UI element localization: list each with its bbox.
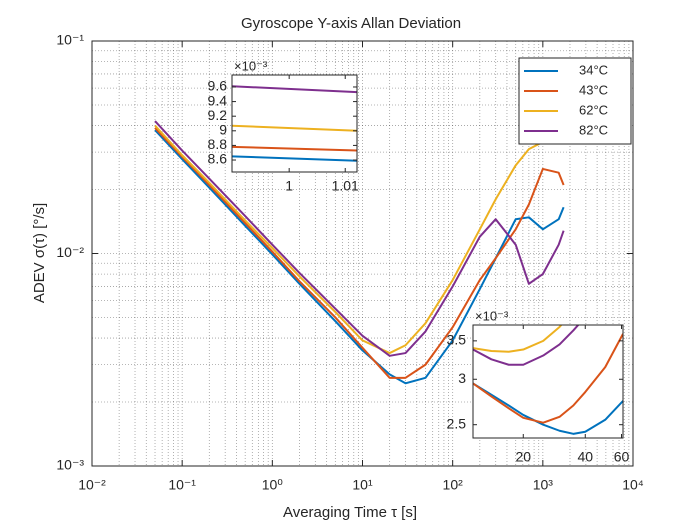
y-tick-label: 3 — [458, 370, 466, 386]
y-tick-label: 3.5 — [447, 332, 467, 348]
series-line — [473, 382, 623, 435]
axis-exponent: ×10⁻³ — [234, 58, 268, 73]
series-line — [473, 333, 623, 424]
x-tick-label: 10⁻¹ — [168, 477, 196, 493]
legend-label: 43°C — [579, 82, 608, 97]
chart-title: Gyroscope Y-axis Allan Deviation — [241, 15, 461, 32]
series-line — [232, 124, 357, 132]
x-tick-label: 10² — [443, 477, 464, 493]
series-line — [154, 120, 565, 357]
axes-box — [231, 74, 358, 173]
legend-label: 62°C — [579, 102, 608, 117]
x-tick-label: 10⁻² — [78, 477, 106, 493]
series-line — [154, 127, 565, 379]
x-tick-label: 40 — [577, 449, 593, 465]
x-tick-label: 60 — [614, 449, 630, 465]
series-line — [154, 124, 544, 355]
series-line — [232, 145, 357, 152]
y-tick-label: 9.4 — [208, 92, 228, 108]
series-line — [473, 325, 580, 366]
legend-label: 34°C — [579, 62, 608, 77]
x-tick-label: 1.01 — [332, 178, 359, 194]
y-tick-label: 10⁻¹ — [56, 32, 84, 48]
axes-box — [472, 324, 624, 439]
plot-area — [473, 325, 623, 438]
legend-box — [518, 57, 632, 145]
plot-2: 20 40 60 2.5 3 3.5 ×10⁻³ — [447, 308, 630, 464]
y-tick-label: 9.6 — [208, 78, 228, 94]
axis-exponent: ×10⁻³ — [475, 308, 509, 323]
series-line — [232, 155, 357, 162]
x-tick-label: 10¹ — [352, 477, 373, 493]
y-tick-label: 9.2 — [208, 107, 228, 123]
x-tick-label: 1 — [285, 178, 293, 194]
y-axis-label: ADEV σ(τ) [°/s] — [31, 203, 48, 303]
series-line — [473, 325, 563, 353]
x-tick-label: 20 — [515, 449, 531, 465]
x-tick-label: 10⁰ — [262, 477, 284, 493]
x-tick-label: 10³ — [533, 477, 554, 493]
legend-label: 82°C — [579, 122, 608, 137]
series-line — [154, 129, 565, 385]
series-line — [232, 85, 357, 94]
y-tick-label: 2.5 — [447, 415, 467, 431]
x-tick-label: 10⁴ — [622, 477, 644, 493]
y-tick-label: 9 — [219, 122, 227, 138]
y-tick-label: 8.6 — [208, 151, 228, 167]
plot-1: 1 1.01 8.68.899.29.49.6 ×10⁻³ — [208, 58, 360, 193]
y-tick-label: 10⁻² — [56, 244, 84, 260]
y-tick-label: 10⁻³ — [56, 457, 84, 473]
x-axis-label: Averaging Time τ [s] — [283, 504, 417, 521]
y-tick-label: 8.8 — [208, 136, 228, 152]
